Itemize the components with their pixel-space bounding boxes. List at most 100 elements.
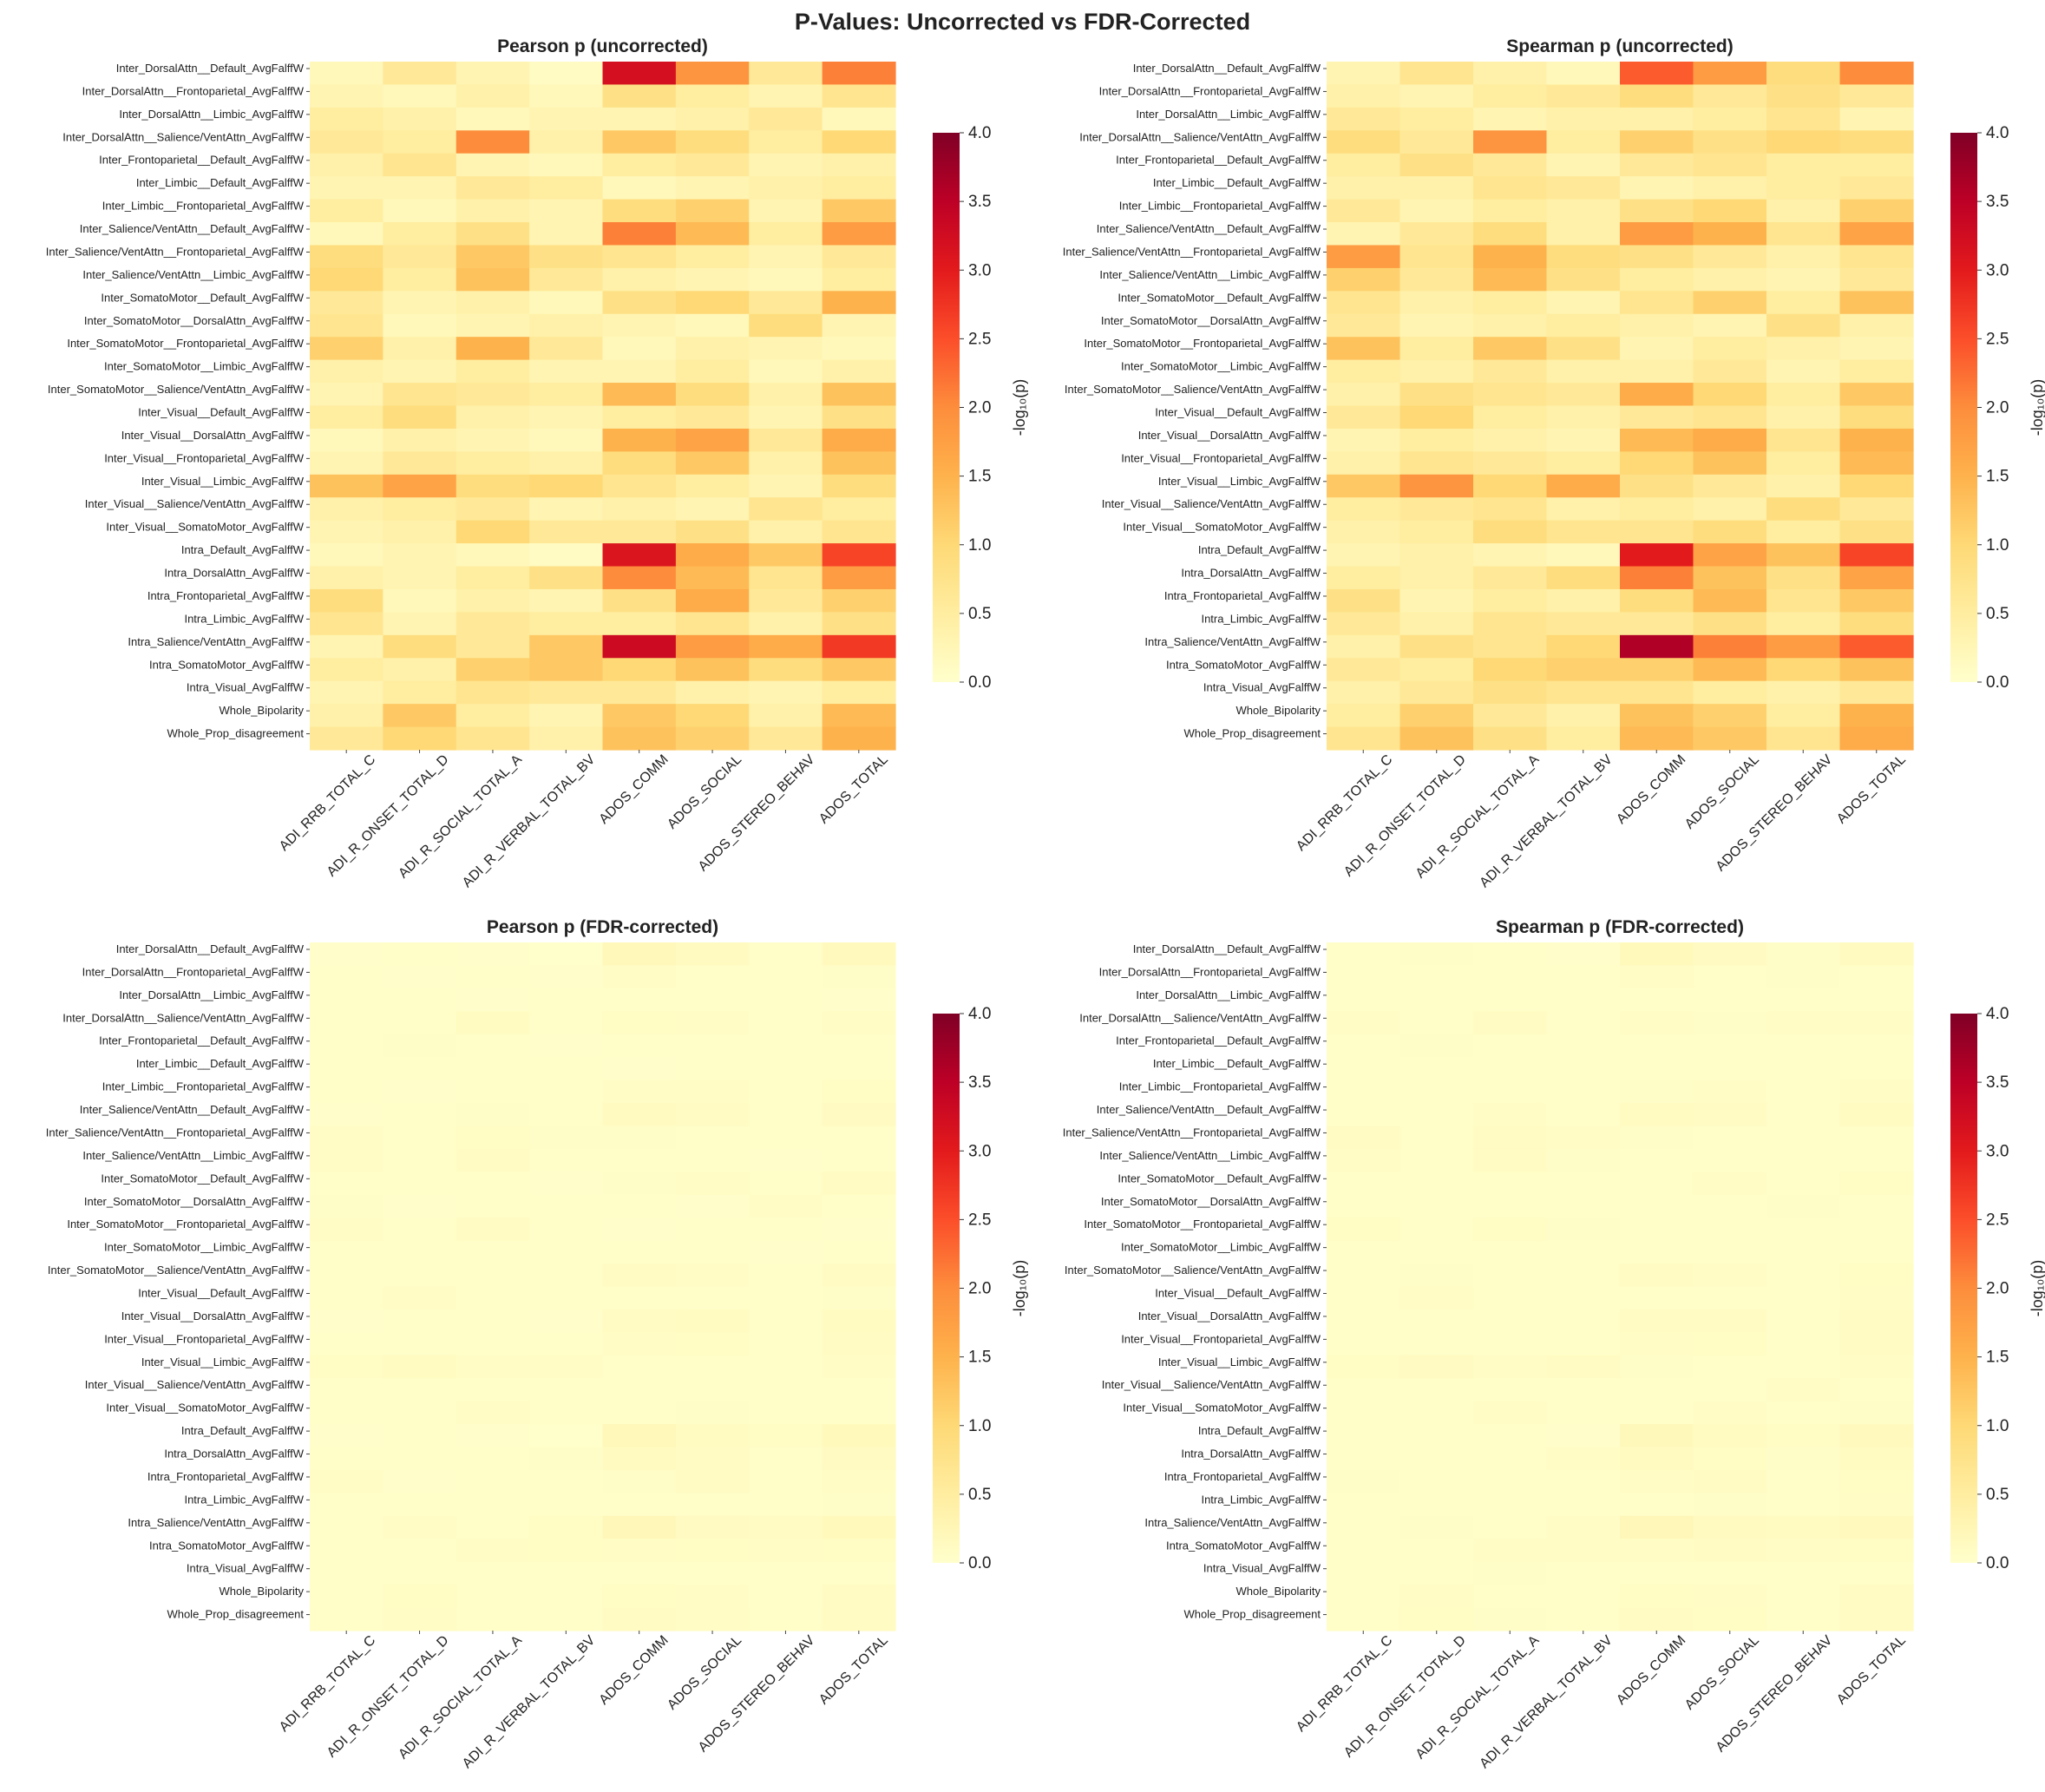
heatmap-cell bbox=[602, 1607, 677, 1631]
heatmap-cell bbox=[1620, 405, 1694, 430]
heatmap-cell bbox=[1693, 1011, 1767, 1035]
heatmap-cell bbox=[1620, 965, 1694, 989]
heatmap-cell bbox=[749, 107, 823, 131]
heatmap-cell bbox=[1327, 1194, 1401, 1218]
heatmap-cell bbox=[529, 1515, 604, 1539]
heatmap-cell bbox=[1693, 942, 1767, 967]
row-label: Inter_Limbic__Default_AvgFalffW bbox=[136, 176, 305, 189]
heatmap-cell bbox=[675, 1607, 750, 1631]
heatmap-cell bbox=[675, 107, 750, 131]
heatmap-cell bbox=[822, 965, 896, 989]
heatmap-cell bbox=[310, 337, 383, 361]
heatmap-cell bbox=[749, 1240, 823, 1264]
row-label: Inter_DorsalAttn__Default_AvgFalffW bbox=[116, 942, 305, 955]
colorbar-gradient bbox=[1950, 133, 1977, 682]
heatmap-cell bbox=[1546, 1355, 1621, 1379]
heatmap-cell bbox=[1766, 566, 1841, 590]
heatmap-cell bbox=[1399, 313, 1474, 338]
heatmap-cell bbox=[749, 543, 823, 568]
heatmap-cell bbox=[310, 267, 383, 292]
heatmap-cell bbox=[1839, 1286, 1914, 1310]
heatmap-cell bbox=[456, 267, 530, 292]
heatmap-cell bbox=[1546, 1057, 1621, 1081]
row-labels: Inter_DorsalAttn__Default_AvgFalffW Inter… bbox=[46, 942, 310, 1621]
heatmap-cell bbox=[383, 176, 457, 200]
column-label: ADOS_COMM bbox=[597, 752, 672, 827]
heatmap-cell bbox=[1327, 153, 1401, 177]
heatmap-cell bbox=[1546, 1080, 1621, 1104]
heatmap-cell bbox=[749, 84, 823, 108]
heatmap-cell bbox=[749, 1469, 823, 1493]
heatmap-cell bbox=[383, 405, 457, 430]
heatmap-cell bbox=[1546, 1286, 1621, 1310]
heatmap-cell bbox=[822, 267, 896, 292]
row-label: Inter_SomatoMotor__Salience/VentAttn_Avg… bbox=[1065, 383, 1321, 396]
heatmap-cell bbox=[1546, 107, 1621, 131]
heatmap-cell bbox=[529, 1424, 604, 1448]
heatmap-cell bbox=[1399, 1034, 1474, 1058]
heatmap-cell bbox=[602, 543, 677, 568]
heatmap-cell bbox=[675, 1126, 750, 1150]
heatmap-cell bbox=[1473, 965, 1548, 989]
heatmap-cell bbox=[310, 1332, 383, 1356]
row-label: Inter_DorsalAttn__Default_AvgFalffW bbox=[116, 62, 305, 75]
row-label: Inter_Visual__Default_AvgFalffW bbox=[138, 1287, 305, 1300]
row-labels: Inter_DorsalAttn__Default_AvgFalffW Inter… bbox=[46, 62, 310, 740]
heatmap-cell bbox=[1473, 1172, 1548, 1196]
heatmap-cell bbox=[529, 566, 604, 590]
row-label: Inter_SomatoMotor__Default_AvgFalffW bbox=[101, 291, 304, 304]
column-label: ADOS_TOTAL bbox=[816, 752, 891, 827]
heatmap-cell bbox=[383, 153, 457, 177]
column-label: ADOS_STEREO_BEHAV bbox=[696, 1633, 818, 1756]
heatmap-cell bbox=[822, 1424, 896, 1448]
heatmap-cell bbox=[1839, 1309, 1914, 1333]
heatmap-cell bbox=[1766, 1011, 1841, 1035]
heatmap-cell bbox=[1546, 451, 1621, 476]
heatmap-cell bbox=[675, 428, 750, 452]
heatmap-cell bbox=[749, 680, 823, 705]
heatmap-cell bbox=[1766, 474, 1841, 498]
panel-title: Spearman p (uncorrected) bbox=[1506, 36, 1733, 56]
heatmap-cell bbox=[749, 451, 823, 476]
heatmap-cell bbox=[456, 1515, 530, 1539]
heatmap-cell bbox=[1399, 1194, 1474, 1218]
heatmap-cell bbox=[822, 704, 896, 728]
heatmap-cell bbox=[822, 1561, 896, 1585]
heatmap-cell bbox=[456, 1585, 530, 1609]
heatmap-cell bbox=[383, 1194, 457, 1218]
heatmap-cell bbox=[456, 1539, 530, 1563]
row-label: Inter_DorsalAttn__Default_AvgFalffW bbox=[1133, 62, 1321, 75]
heatmap-cell bbox=[1620, 612, 1694, 636]
heatmap-cell bbox=[1839, 566, 1914, 590]
heatmap-cell bbox=[602, 942, 677, 967]
colorbar-tick-label: 0.0 bbox=[968, 673, 991, 692]
heatmap-cell bbox=[1839, 612, 1914, 636]
heatmap-cell bbox=[1327, 1103, 1401, 1127]
heatmap-cell bbox=[1620, 1194, 1694, 1218]
row-label: Inter_Visual__Default_AvgFalffW bbox=[1155, 1287, 1321, 1300]
row-label: Inter_DorsalAttn__Frontoparietal_AvgFalf… bbox=[82, 965, 305, 978]
column-label: ADOS_TOTAL bbox=[816, 1633, 891, 1708]
heatmap-cell bbox=[1766, 726, 1841, 751]
heatmap-cell bbox=[602, 520, 677, 544]
heatmap-cell bbox=[1620, 566, 1694, 590]
heatmap-cell bbox=[1766, 176, 1841, 200]
heatmap-cell bbox=[822, 451, 896, 476]
heatmap-cell bbox=[1327, 566, 1401, 590]
heatmap-cell bbox=[1327, 222, 1401, 246]
row-label: Inter_SomatoMotor__Frontoparietal_AvgFal… bbox=[1084, 337, 1321, 350]
heatmap-cell bbox=[1546, 566, 1621, 590]
heatmap-cell bbox=[1327, 965, 1401, 989]
heatmap-cell bbox=[1766, 680, 1841, 705]
colorbar-tick-label: 4.0 bbox=[1986, 1005, 2009, 1023]
heatmap-cell bbox=[1546, 62, 1621, 86]
heatmap-cell bbox=[1473, 1309, 1548, 1333]
heatmap-cell bbox=[310, 199, 383, 223]
heatmap-cell bbox=[529, 428, 604, 452]
heatmap-cell bbox=[1399, 1011, 1474, 1035]
heatmap-cell bbox=[1399, 566, 1474, 590]
heatmap-cell bbox=[1327, 543, 1401, 568]
heatmap-cell bbox=[1327, 1172, 1401, 1196]
heatmap-cell bbox=[310, 1011, 383, 1035]
row-label: Intra_Limbic_AvgFalffW bbox=[184, 1493, 304, 1506]
